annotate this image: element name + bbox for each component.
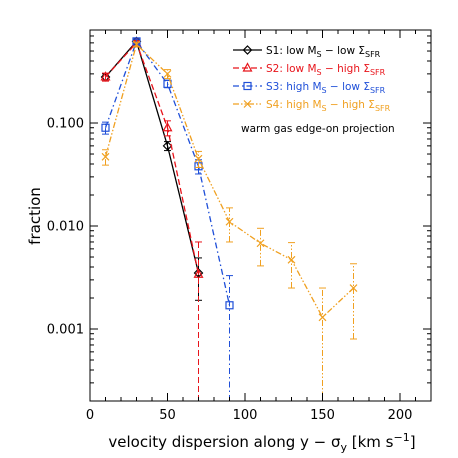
y-axis-label: fraction: [26, 187, 44, 245]
y-tick-label: 0.100: [47, 117, 84, 132]
series-1: [100, 36, 204, 301]
data-layer: [100, 36, 358, 401]
x-axis-label-main: velocity dispersion along y − σ: [108, 433, 341, 451]
data-point: [194, 154, 203, 163]
x-tick-label: 150: [310, 408, 335, 423]
series-3: [101, 37, 234, 401]
x-tick-label: 0: [86, 408, 94, 423]
data-point: [243, 81, 252, 91]
data-point: [193, 268, 204, 278]
data-point: [162, 121, 173, 132]
x-tick-label: 100: [233, 408, 258, 423]
legend-label: S1: low MS − low ΣSFR: [266, 45, 381, 59]
data-point: [287, 255, 296, 264]
data-point: [242, 62, 253, 72]
data-point: [163, 69, 172, 78]
x-axis-label-unit: [km s: [347, 433, 394, 451]
x-axis-label-sub: y: [340, 441, 347, 454]
data-point: [101, 152, 110, 161]
legend-label: S3: high MS − low ΣSFR: [266, 81, 386, 95]
data-point: [101, 123, 110, 132]
data-point: [225, 301, 234, 310]
series-line: [105, 40, 200, 274]
legend-label: S4: high MS − high ΣSFR: [266, 99, 391, 113]
data-point: [162, 141, 173, 151]
data-point: [318, 313, 327, 322]
data-point: [243, 100, 252, 108]
legend-entry-2: S2: low MS − high ΣSFR: [233, 62, 386, 77]
data-point: [242, 45, 253, 55]
legend-entry-3: S3: high MS − low ΣSFR: [233, 81, 386, 95]
x-axis-label: velocity dispersion along y − σy [km s−1…: [108, 431, 415, 454]
data-point: [100, 71, 111, 81]
y-tick-label: 0.010: [47, 220, 84, 235]
series-4: [101, 40, 358, 401]
tick-layer: 0 50 100 150 200 0.001 0.010 0.100: [47, 29, 431, 423]
data-point: [225, 217, 234, 226]
legend-entry-4: S4: high MS − high ΣSFR: [233, 99, 391, 113]
data-point: [132, 40, 141, 49]
annotation: warm gas edge-on projection: [241, 123, 395, 135]
legend-label: S2: low MS − high ΣSFR: [266, 63, 386, 77]
series-line: [104, 40, 231, 306]
series-line: [105, 41, 200, 275]
y-tick-label: 0.001: [47, 323, 84, 338]
x-tick-label: 50: [159, 408, 176, 423]
x-tick-label: 200: [388, 408, 413, 423]
x-axis-label-close: ]: [410, 433, 416, 451]
data-point: [349, 284, 358, 292]
x-axis-label-sup: −1: [394, 431, 410, 444]
data-point: [256, 239, 265, 248]
legend-entry-1: S1: low MS − low ΣSFR: [233, 45, 381, 59]
legend: S1: low MS − low ΣSFR S2: low MS − high Σ…: [233, 45, 391, 113]
